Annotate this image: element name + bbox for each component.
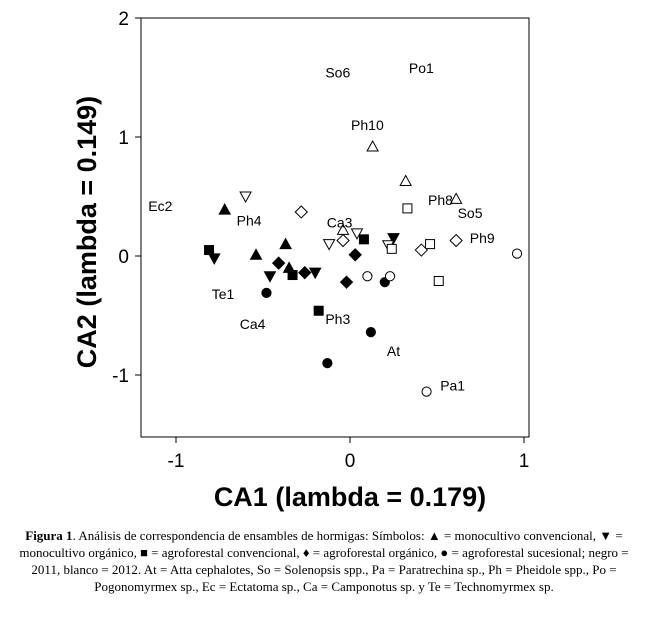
y-tick-label: 0 (118, 247, 129, 268)
data-point-square (425, 239, 436, 250)
point-label: Pa1 (440, 378, 465, 394)
x-tick-label: 0 (345, 451, 356, 472)
y-tick-label: -1 (112, 366, 129, 387)
data-point-circle (362, 271, 373, 282)
point-label: Ph9 (470, 230, 495, 246)
data-point-diamond (294, 205, 308, 219)
caption-label: Figura 1 (25, 528, 73, 543)
x-tick-label: 1 (519, 451, 530, 472)
plot-frame (140, 17, 530, 438)
data-point-triangle-up (218, 203, 232, 215)
y-tick-label: 1 (118, 128, 129, 149)
data-point-square (386, 243, 397, 254)
point-label: Ec2 (148, 198, 172, 214)
point-label: Ph4 (237, 212, 262, 228)
data-point-circle (511, 248, 523, 259)
data-point-circle (322, 358, 333, 369)
data-point-diamond (298, 265, 312, 280)
data-point-square (313, 305, 324, 316)
data-point-square (287, 270, 298, 281)
data-point-diamond (339, 275, 354, 289)
y-tick-label: 2 (118, 9, 129, 30)
data-point-triangle-up (449, 192, 463, 204)
data-point-triangle-down (207, 253, 221, 265)
tick-labels: -1 0 1 -1 0 1 2 (112, 9, 529, 472)
data-point-triangle-up (279, 237, 292, 250)
point-label: Ca4 (240, 316, 266, 332)
data-point-diamond (336, 233, 350, 248)
data-point-circle (365, 327, 376, 338)
point-label: Ca3 (327, 215, 353, 231)
data-point-diamond (271, 256, 286, 270)
data-point-square (358, 234, 369, 245)
point-label: Ph8 (428, 192, 453, 208)
point-label: So5 (458, 205, 483, 221)
data-point-triangle-up (249, 248, 263, 260)
point-label: Po1 (409, 60, 434, 76)
point-labels: So6 Po1 Ph10 Ec2 Ph4 Ph8 So5 Ca3 Ph9 Te1 Ph3 Ca4 At P… (148, 60, 495, 394)
data-point-triangle-down (308, 267, 322, 280)
data-point-triangle-down (263, 271, 277, 283)
figure-caption: Figura 1. Análisis de correspondencia de… (6, 527, 642, 595)
point-label: Te1 (212, 286, 235, 302)
x-axis-title: CA1 (lambda = 0.179) (214, 482, 486, 512)
data-point-triangle-down (239, 191, 252, 204)
point-label: Ph10 (351, 117, 384, 133)
data-point-triangle-up (399, 174, 413, 187)
data-point-circle (421, 386, 432, 397)
point-label: So6 (325, 65, 350, 81)
data-point-square (433, 275, 444, 286)
axis-ticks (135, 17, 525, 443)
data-points (204, 139, 523, 397)
data-point-circle (384, 271, 396, 282)
caption-text: . Análisis de correspondencia de ensambl… (19, 528, 629, 594)
data-point-triangle-down (322, 239, 336, 251)
data-point-diamond (348, 248, 362, 262)
data-point-diamond (414, 243, 429, 257)
data-point-square (402, 203, 413, 214)
data-point-circle (261, 287, 272, 298)
point-label: Ph3 (325, 311, 350, 327)
point-label: At (387, 343, 400, 359)
y-axis-title: CA2 (lambda = 0.149) (72, 96, 102, 368)
data-point-diamond (449, 233, 463, 248)
scatter-chart: -1 0 1 -1 0 1 2 So6 Po1 Ph10 Ec2 Ph4 Ph8 So5 Ca3 Ph9 Te… (72, 9, 530, 512)
data-point-triangle-up (366, 139, 379, 152)
x-tick-label: -1 (168, 451, 185, 472)
data-point-square (204, 245, 215, 256)
data-point-triangle-down (350, 228, 364, 240)
data-point-triangle-down (387, 233, 400, 245)
